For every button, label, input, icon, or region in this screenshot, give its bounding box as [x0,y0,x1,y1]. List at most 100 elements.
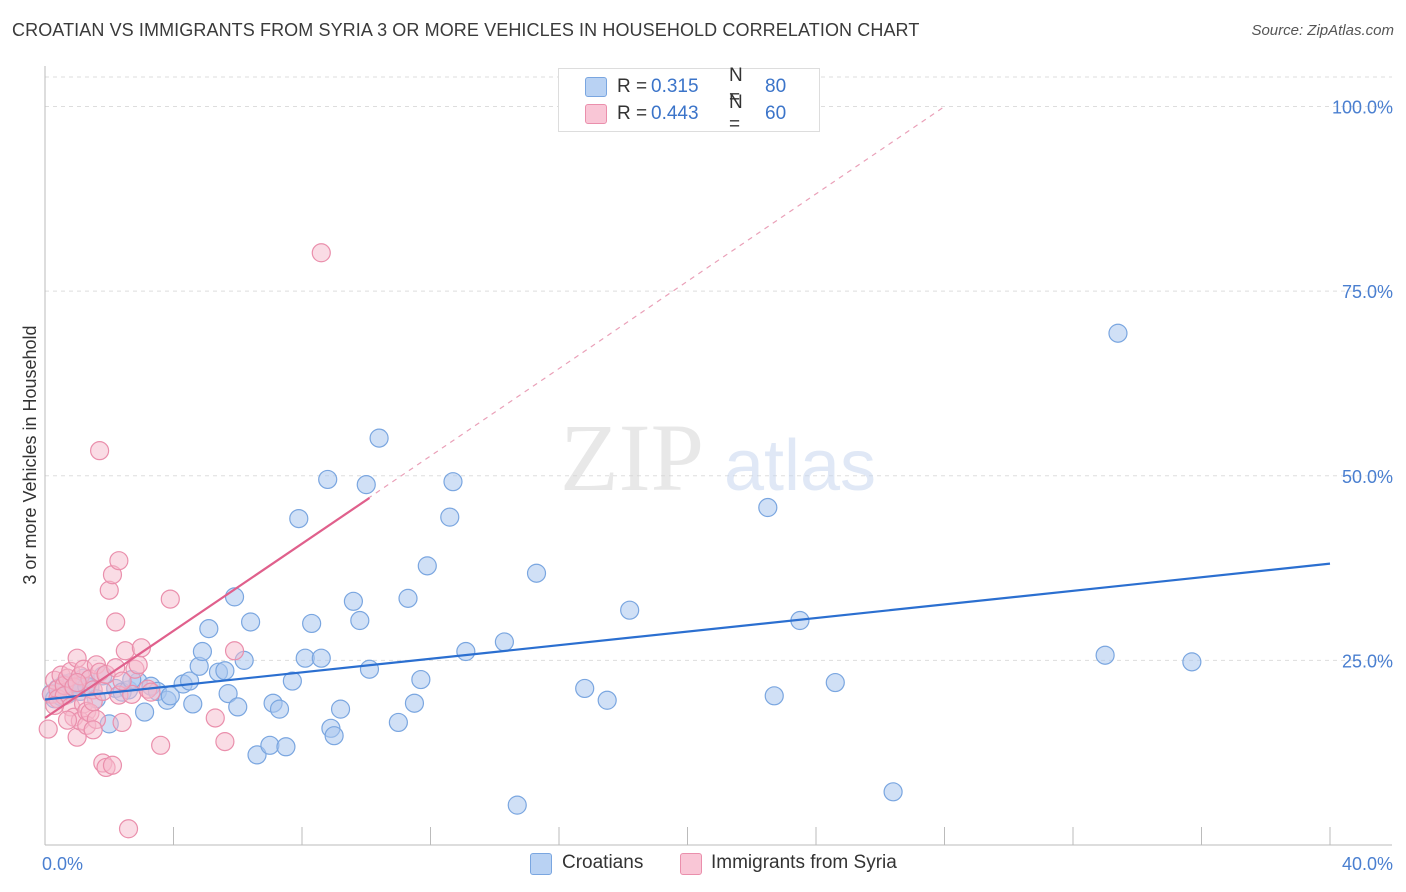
axes [44,66,1392,846]
series-syria-points [38,243,331,839]
point-croatians [311,648,331,668]
point-croatians [883,782,903,802]
point-syria [67,672,87,693]
point-croatians [369,428,389,448]
point-croatians [134,702,155,722]
point-croatians [417,556,437,576]
x-tick-label: 0.0% [42,854,83,874]
point-syria [106,612,126,632]
point-croatians [575,678,595,699]
point-syria [311,243,331,263]
legend-swatch-syria [680,853,702,875]
point-croatians [215,661,235,681]
point-syria [99,580,119,600]
legend-swatch-blue [585,77,607,97]
point-croatians [356,475,376,495]
point-croatians [218,684,238,704]
point-syria [83,720,103,740]
point-syria [141,682,161,702]
point-croatians [440,507,460,527]
point-croatians [228,697,248,717]
point-croatians [183,694,203,714]
point-croatians [289,508,309,529]
point-croatians [241,612,261,632]
legend-n-label: N = [729,65,743,108]
y-tick-label: 25.0% [1342,651,1393,671]
point-syria [205,708,225,728]
legend-r-label: R = [617,76,648,97]
point-croatians [192,641,213,662]
point-croatians [302,613,322,634]
point-croatians [620,600,640,620]
point-croatians [295,648,315,668]
point-croatians [1108,323,1128,343]
point-croatians [282,671,302,691]
point-croatians [825,672,845,693]
point-syria [109,551,129,571]
point-croatians [330,699,351,719]
grid-lines [45,76,1392,661]
point-croatians [343,591,363,611]
legend-swatch-croatians [530,853,552,875]
stats-legend: R = 0.315 N = 80 R = 0.443 N = 60 [558,65,820,135]
tick-labels: 25.0% 50.0% 75.0% 100.0% 0.0% 40.0% [42,98,1393,874]
source-label: Source: ZipAtlas.com [1251,22,1394,39]
point-croatians [269,699,290,719]
point-croatians [526,563,547,583]
point-croatians [404,693,425,713]
point-croatians [318,469,338,490]
legend-label-croatians: Croatians [562,852,644,873]
point-syria [112,712,132,733]
point-syria [57,710,78,730]
legend-r-label: R = [617,103,648,124]
watermark-zip: ZIP [560,404,704,511]
legend-n-value: 60 [765,103,787,124]
point-syria [90,441,110,461]
point-croatians [597,690,617,710]
point-croatians [276,737,296,757]
trend-lines [44,497,1331,719]
point-syria [93,681,113,702]
legend-label-syria: Immigrants from Syria [711,852,897,873]
point-croatians [199,619,219,639]
point-croatians [494,632,514,652]
point-croatians [350,610,370,631]
point-croatians [764,686,784,706]
point-syria [38,719,58,739]
point-syria [151,735,171,755]
point-syria [160,589,180,609]
watermark: ZIP atlas [560,404,876,511]
point-croatians [1095,645,1115,665]
point-croatians [324,726,344,746]
point-croatians [359,659,380,679]
point-syria [118,819,139,839]
x-tick-label: 40.0% [1342,854,1393,874]
point-croatians [1182,652,1202,672]
trend-line-croatians [44,562,1331,701]
point-croatians [260,735,280,755]
chart-title: CROATIAN VS IMMIGRANTS FROM SYRIA 3 OR M… [12,20,920,40]
point-syria [224,641,245,661]
point-syria [215,732,235,752]
point-croatians [443,472,463,492]
y-tick-label: 75.0% [1342,282,1393,302]
point-syria [102,755,123,775]
y-tick-label: 100.0% [1332,98,1393,118]
point-croatians [247,745,267,765]
legend-r-value: 0.315 [651,76,699,97]
point-croatians [388,712,408,733]
point-croatians [411,669,431,690]
point-croatians [398,588,418,608]
y-tick-label: 50.0% [1342,467,1393,487]
watermark-atlas: atlas [724,426,876,506]
point-croatians [456,641,476,662]
point-syria [115,641,135,661]
legend-swatch-pink [585,104,607,124]
legend-r-value: 0.443 [651,103,699,124]
legend-n-label: N = [729,92,743,135]
legend-n-value: 80 [765,76,787,97]
point-croatians [758,497,778,518]
point-croatians [507,795,527,815]
point-syria [112,671,132,691]
